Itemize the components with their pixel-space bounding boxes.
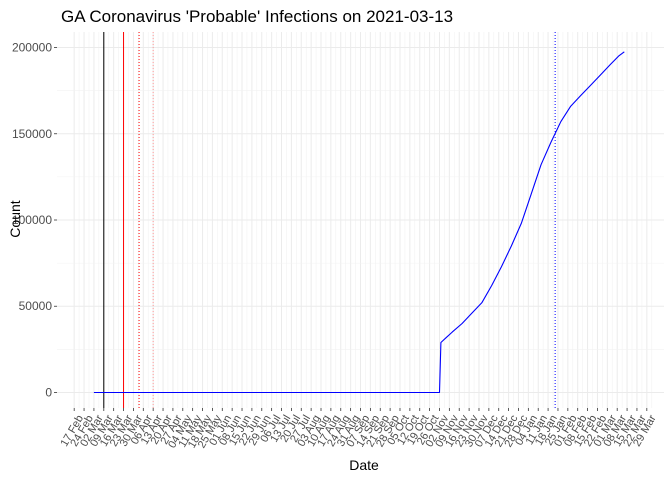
y-tick-label: 0 [45, 385, 52, 399]
x-axis-title: Date [349, 457, 379, 473]
y-axis-title: Count [7, 200, 23, 237]
series-line [93, 51, 625, 394]
chart-title: GA Coronavirus 'Probable' Infections on … [61, 7, 453, 26]
reference-lines [103, 32, 556, 408]
y-tick-label: 100000 [12, 213, 52, 227]
y-axis-ticks: 0 50000 100000 150000 200000 [12, 41, 57, 399]
grid [57, 32, 664, 408]
y-tick-label: 150000 [12, 127, 52, 141]
series [93, 51, 625, 394]
y-tick-label: 50000 [19, 299, 53, 313]
y-tick-label: 200000 [12, 41, 52, 55]
